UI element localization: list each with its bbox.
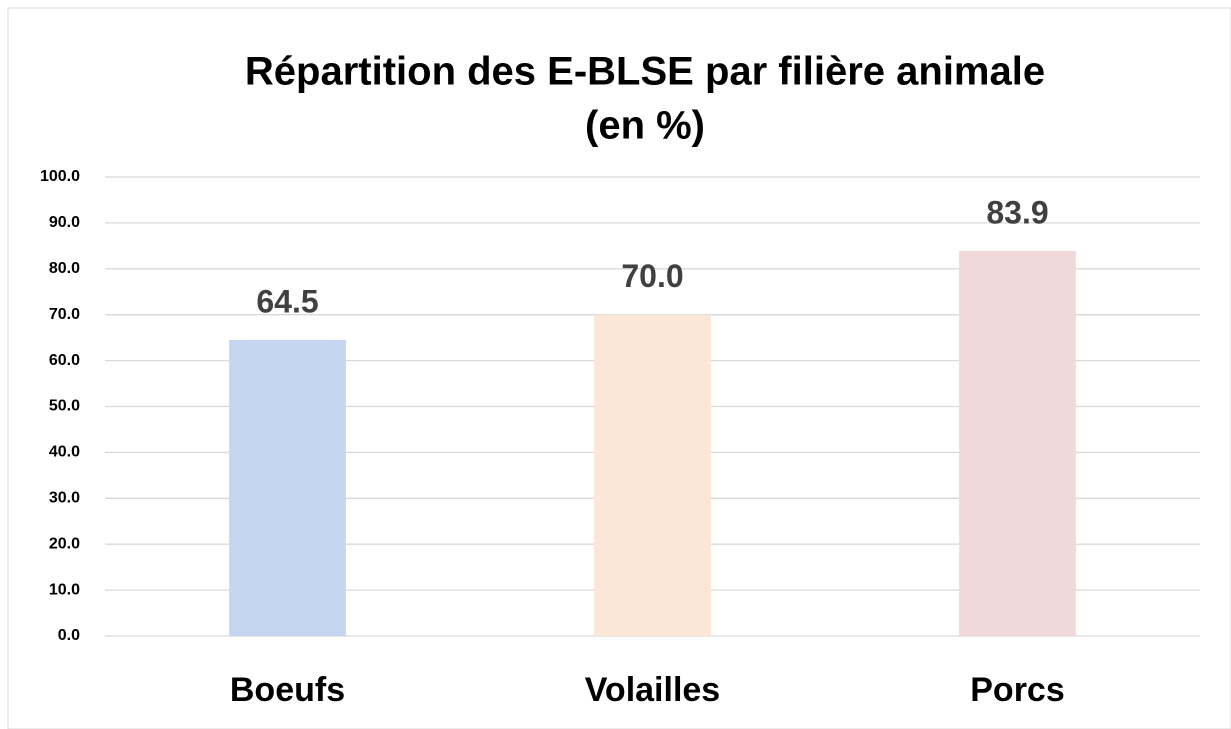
x-tick-label: Porcs (970, 671, 1065, 709)
y-tick-label: 50.0 (49, 398, 80, 415)
y-tick-label: 100.0 (40, 168, 80, 185)
y-tick-label: 40.0 (49, 444, 80, 461)
y-tick-label: 10.0 (49, 581, 80, 598)
y-tick-label: 0.0 (58, 627, 80, 644)
data-label: 64.5 (256, 283, 318, 319)
data-label: 83.9 (986, 194, 1048, 230)
bar (594, 314, 711, 636)
y-tick-label: 80.0 (49, 260, 80, 277)
x-tick-label: Boeufs (230, 671, 345, 709)
chart-title: (en %) (585, 104, 705, 148)
y-tick-label: 90.0 (49, 214, 80, 231)
bar (959, 250, 1076, 637)
y-tick-label: 70.0 (49, 306, 80, 323)
x-tick-label: Volailles (585, 671, 720, 709)
y-tick-label: 60.0 (49, 352, 80, 369)
data-label: 70.0 (621, 258, 683, 294)
y-tick-label: 30.0 (49, 490, 80, 507)
y-tick-label: 20.0 (49, 535, 80, 552)
chart-title: Répartition des E-BLSE par filière anima… (245, 50, 1045, 94)
bar (229, 339, 346, 636)
